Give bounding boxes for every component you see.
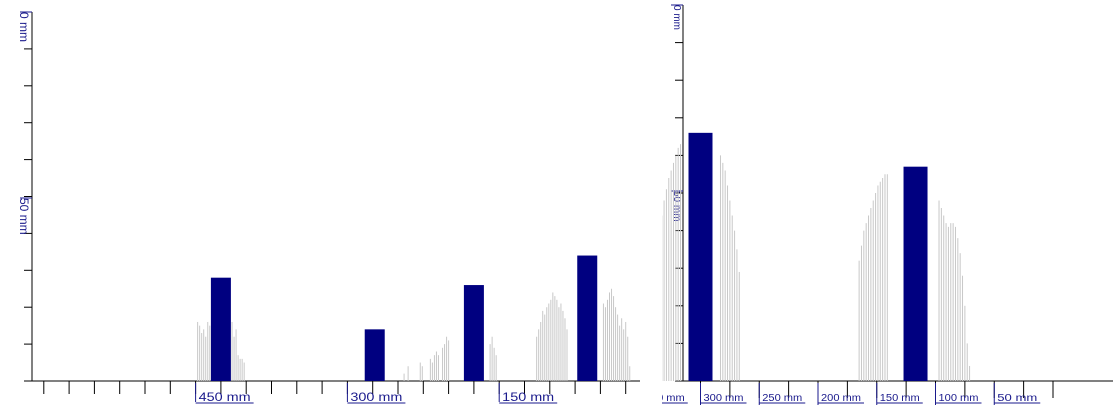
bar (463, 285, 484, 381)
x-tick-label: 300 mm (350, 390, 402, 404)
left-chart: 0 mm 50 mm 450 mm 300 mm 150 mm (17, 11, 640, 404)
y-tick-label: 0 mm (17, 12, 31, 42)
bar (903, 166, 928, 381)
bar (364, 329, 385, 381)
x-tick-label: 350 mm (662, 393, 685, 404)
bar (688, 132, 713, 381)
y-tick-label: 0 mm (671, 5, 682, 30)
left-chart-panel: 0 mm 50 mm 450 mm 300 mm 150 mm (17, 11, 640, 404)
x-tick-label: 450 mm (199, 390, 251, 404)
x-tick-label: 250 mm (762, 393, 802, 404)
y-tick-label: 50 mm (17, 198, 31, 235)
right-chart-panel: 0 mm 50 mm 350 mm 300 mm 250 mm 200 mm 150 mm 1… (662, 0, 1113, 405)
y-tick-label: 50 mm (671, 191, 682, 222)
x-tick-label: 150 mm (880, 393, 920, 404)
right-chart: 0 mm 50 mm 350 mm 300 mm 250 mm 200 mm 150 mm 1… (662, 4, 1113, 405)
x-tick-label: 100 mm (939, 393, 979, 404)
x-tick-label: 200 mm (821, 393, 861, 404)
x-tick-label: 300 mm (704, 393, 744, 404)
bar (577, 255, 598, 381)
bar (210, 277, 231, 381)
x-tick-label: 150 mm (502, 390, 554, 404)
x-tick-label: 50 mm (997, 393, 1037, 404)
